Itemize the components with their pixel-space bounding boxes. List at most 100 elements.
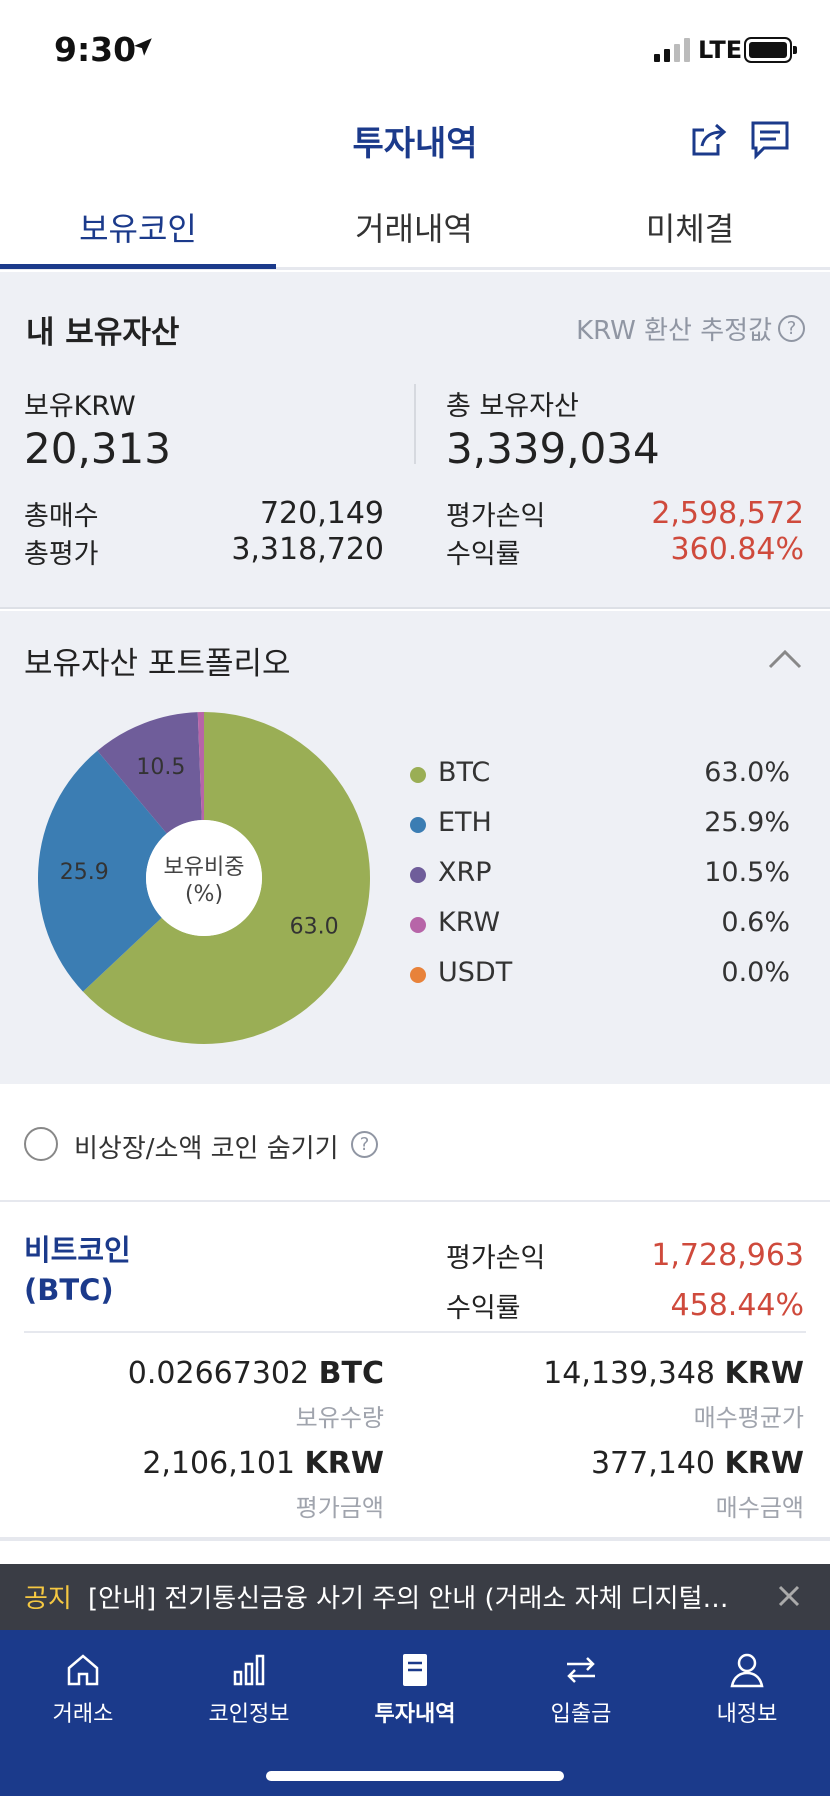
legend-pct: 0.0% [721,957,790,988]
pie-label-btc: 63.0 [290,915,339,940]
legend-dot [410,817,426,833]
nav-label: 투자내역 [374,1702,456,1727]
divider [24,1331,806,1333]
share-icon[interactable] [688,118,732,162]
legend-pct: 63.0% [704,757,790,788]
coin-return-label: 수익률 [446,1293,521,1324]
pie-slice-eth [37,750,167,992]
coin-name: 비트코인 (BTC) [24,1230,131,1310]
home-icon [67,1654,99,1686]
holding-qty-label: 보유수량 [295,1404,384,1432]
help-icon[interactable]: ? [351,1131,378,1158]
pnl-value: 2,598,572 [651,496,804,531]
chart-center-label-line2: (%) [184,882,224,907]
portfolio-title: 보유자산 포트폴리오 [24,646,291,682]
avg-buy-price-unit: KRW [724,1356,804,1391]
buy-amount: 377,140 KRW [591,1446,804,1481]
pie-label-xrp: 10.5 [136,755,185,780]
status-time: 9:30 [54,30,137,69]
signal-icon [654,38,690,62]
portfolio-donut-chart: 63.0 25.9 10.5 [37,712,370,1044]
hide-small-coins-label: 비상장/소액 코인 숨기기 [74,1134,339,1164]
nav-label: 입출금 [550,1702,612,1727]
legend-name: BTC [438,757,491,788]
legend-name: ETH [438,807,492,838]
asset-summary-title: 내 보유자산 [26,315,180,351]
asset-summary-panel: 내 보유자산 KRW 환산 추정값 ? 보유KRW 20,313 총 보유자산 … [0,272,830,609]
legend-name: XRP [438,857,492,888]
pnl-label: 평가손익 [446,501,546,532]
coin-return-value: 458.44% [670,1288,804,1323]
legend-item-krw: KRW 0.6% [410,905,790,945]
legend-dot [410,967,426,983]
tab-holdings[interactable]: 보유코인 [79,210,197,248]
holding-krw-label: 보유KRW [24,391,136,422]
legend-dot [410,767,426,783]
nav-label: 내정보 [716,1702,778,1727]
coin-symbol: (BTC) [24,1273,114,1307]
nav-item-my-info[interactable]: 내정보 [664,1642,830,1732]
notice-text[interactable]: [안내] 전기통신금융 사기 주의 안내 (거래소 자체 디지털… [88,1584,729,1614]
close-icon[interactable] [772,1579,806,1613]
holding-qty: 0.02667302 BTC [128,1356,384,1391]
tab-pending[interactable]: 미체결 [645,210,735,248]
return-value: 360.84% [670,532,804,567]
nav-item-exchange[interactable]: 거래소 [0,1642,166,1732]
bottom-nav: 거래소 코인정보 투자내역 입출금 내정보 [0,1630,830,1796]
chevron-up-icon[interactable] [768,647,802,669]
status-bar: 9:30 LTE [0,0,830,100]
legend-name: KRW [438,907,501,938]
legend-item-usdt: USDT 0.0% [410,955,790,995]
legend-pct: 0.6% [721,907,790,938]
buy-amount-label: 매수금액 [715,1494,804,1522]
coin-card-btc[interactable]: 비트코인 (BTC) 평가손익 1,728,963 수익률 458.44% 0.… [0,1204,830,1541]
total-eval-label: 총평가 [24,539,99,570]
coin-pnl-label: 평가손익 [446,1243,546,1274]
portfolio-section: 보유자산 포트폴리오 63.0 25.9 10.5 보유비중 (%) BTC 63.… [0,611,830,1084]
divider [414,384,416,464]
legend-pct: 25.9% [704,807,790,838]
avg-buy-price-label: 매수평균가 [693,1404,804,1432]
chart-center-label-line1: 보유비중 [163,855,245,880]
coin-name-korean: 비트코인 [24,1233,131,1267]
legend-item-btc: BTC 63.0% [410,755,790,795]
hide-small-coins-radio[interactable] [24,1127,58,1161]
total-buy-label: 총매수 [24,501,99,532]
network-label: LTE [698,36,743,64]
total-buy-value: 720,149 [259,496,384,531]
total-eval-value: 3,318,720 [231,532,384,567]
chart-bars-icon [233,1654,265,1686]
nav-item-coin-info[interactable]: 코인정보 [166,1642,332,1732]
tab-bar: 보유코인 거래내역 미체결 [0,180,830,270]
eval-amount: 2,106,101 KRW [142,1446,384,1481]
notice-tag: 공지 [24,1584,72,1614]
nav-item-investments[interactable]: 투자내역 [332,1642,498,1732]
chart-center-label: 보유비중 (%) [124,854,284,908]
legend-name: USDT [438,957,513,988]
buy-amount-unit: KRW [724,1446,804,1481]
tab-active-indicator [0,264,276,269]
hide-small-coins-row[interactable]: 비상장/소액 코인 숨기기 ? [0,1086,830,1202]
legend-dot [410,917,426,933]
legend-item-eth: ETH 25.9% [410,805,790,845]
legend-item-xrp: XRP 10.5% [410,855,790,895]
nav-item-deposit-withdraw[interactable]: 입출금 [498,1642,664,1732]
page-title: 투자내역 [352,124,478,164]
total-assets-value: 3,339,034 [446,424,660,473]
help-icon[interactable]: ? [778,315,805,342]
document-icon [403,1654,427,1686]
battery-icon [744,37,797,63]
pie-slice-btc [82,712,370,1044]
avg-buy-price: 14,139,348 KRW [543,1356,804,1391]
tab-history[interactable]: 거래내역 [355,210,473,248]
legend-dot [410,867,426,883]
pie-center-hole [146,820,262,936]
notice-banner[interactable]: 공지 [안내] 전기통신금융 사기 주의 안내 (거래소 자체 디지털… [0,1564,830,1630]
chat-icon[interactable] [748,118,792,162]
buy-amount-value: 377,140 [590,1446,715,1481]
holding-krw-value: 20,313 [24,424,171,473]
location-arrow-icon [134,38,152,56]
eval-amount-label: 평가금액 [295,1494,384,1522]
total-assets-label: 총 보유자산 [446,391,579,422]
